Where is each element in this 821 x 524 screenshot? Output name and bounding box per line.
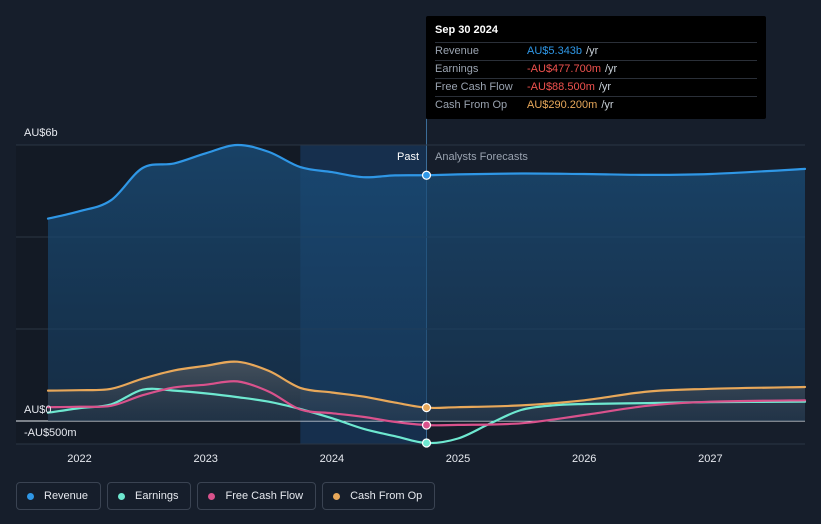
past-label: Past: [397, 151, 419, 163]
tooltip-label: Cash From Op: [435, 99, 508, 111]
revenue-line: [46, 143, 807, 220]
legend-label: Earnings: [135, 490, 179, 502]
tooltip-label: Free Cash Flow: [435, 81, 513, 93]
legend-item-revenue[interactable]: Revenue: [16, 482, 102, 510]
tooltip-label: Earnings: [435, 63, 479, 75]
y-label-bottom: -AU$500m: [24, 427, 77, 439]
tooltip-row-earnings: Earnings -AU$477.700m /yr: [435, 60, 757, 78]
tooltip-row-revenue: Revenue AU$5.343b /yr: [435, 42, 757, 60]
tooltip-value: AU$5.343b: [527, 45, 583, 57]
cash-from-op-line: [46, 360, 807, 410]
legend-dot-icon: [333, 492, 341, 500]
revenue-area: [48, 144, 805, 422]
tooltip-unit: /yr: [601, 99, 614, 111]
forecast-label: Analysts Forecasts: [435, 151, 528, 163]
tooltip-unit: /yr: [598, 81, 612, 93]
cash-from-op-area: [48, 361, 805, 421]
x-tick-label: 2022: [67, 453, 91, 465]
x-tick-label: 2023: [193, 453, 217, 465]
legend-dot-icon: [118, 492, 126, 500]
legend-label: Free Cash Flow: [225, 490, 304, 502]
legend-label: Revenue: [44, 490, 89, 502]
legend-item-cash-from-op[interactable]: Cash From Op: [322, 482, 436, 510]
cash-from-op-marker: [421, 403, 432, 413]
revenue-marker: [421, 170, 432, 180]
tooltip-value: -AU$477.700m: [527, 63, 601, 75]
tooltip-date: Sep 30 2024: [435, 24, 498, 36]
legend-dot-icon: [27, 492, 34, 500]
tooltip-unit: /yr: [605, 63, 618, 75]
tooltip-value: -AU$88.500m: [527, 81, 595, 93]
legend-item-free-cash-flow[interactable]: Free Cash Flow: [197, 482, 317, 510]
tooltip-row-cash-from-op: Cash From Op AU$290.200m /yr: [435, 96, 757, 114]
x-tick-label: 2027: [698, 453, 722, 465]
x-tick-label: 2026: [572, 453, 596, 465]
free-cash-flow-line: [46, 380, 807, 427]
x-tick-label: 2025: [446, 453, 470, 465]
legend-item-earnings[interactable]: Earnings: [107, 482, 192, 510]
tooltip: Sep 30 2024 Revenue AU$5.343b /yr Earnin…: [426, 16, 766, 119]
tooltip-unit: /yr: [586, 45, 599, 57]
tooltip-label: Revenue: [435, 45, 480, 57]
y-label-top: AU$6b: [24, 127, 58, 139]
y-label-zero: AU$0: [24, 404, 52, 416]
earnings-line: [46, 387, 807, 445]
legend: Revenue Earnings Free Cash Flow Cash Fro…: [16, 482, 436, 512]
earnings-marker: [421, 438, 432, 448]
x-tick-label: 2024: [320, 453, 344, 465]
tooltip-row-free-cash-flow: Free Cash Flow -AU$88.500m /yr: [435, 78, 757, 96]
legend-dot-icon: [208, 492, 216, 500]
free-cash-flow-marker: [421, 420, 432, 430]
legend-label: Cash From Op: [350, 490, 423, 502]
chart-canvas: AU$6b AU$0 -AU$500m Past Analysts Foreca…: [16, 119, 807, 465]
tooltip-value: AU$290.200m: [527, 99, 598, 111]
